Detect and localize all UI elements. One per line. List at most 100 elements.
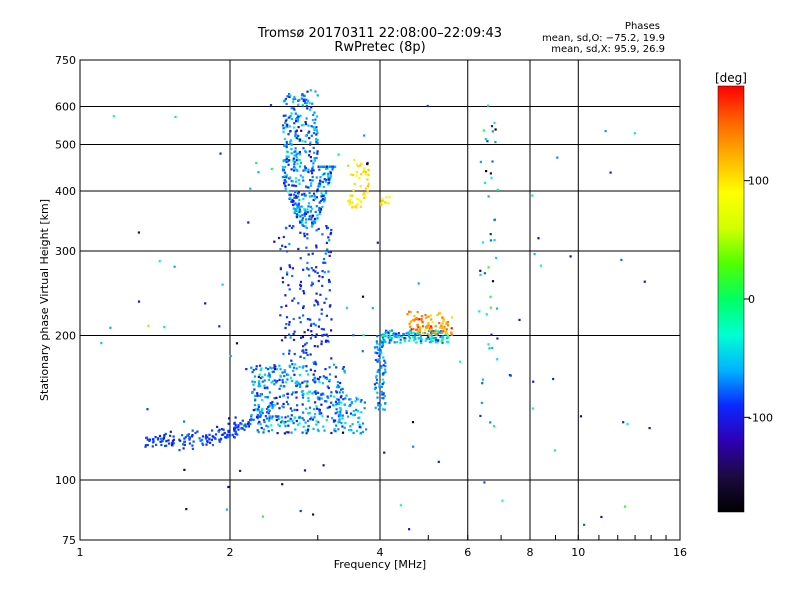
data-point [403,337,406,340]
data-point [225,508,228,511]
data-point [348,404,351,408]
data-point [313,391,316,394]
data-point [293,408,296,411]
data-point [293,297,296,300]
data-point [282,130,285,133]
data-point [358,198,361,201]
data-point [310,284,313,287]
data-point [328,180,331,183]
data-point [305,365,308,368]
data-point [303,232,306,235]
data-point [314,324,317,327]
data-point [324,197,327,200]
data-point [317,391,320,394]
data-point [302,179,305,182]
data-point [317,398,320,401]
data-point [299,321,302,324]
data-point [384,402,387,405]
data-point [314,299,317,302]
data-point [181,443,185,446]
data-point [399,338,402,341]
data-point [381,334,384,337]
data-point [167,439,170,442]
data-point [316,377,319,380]
data-point [321,334,324,337]
data-point [148,439,151,442]
data-point [329,165,332,168]
data-point [310,330,313,333]
data-point [377,402,380,405]
data-point [489,233,492,236]
data-point [318,201,321,204]
data-point [310,218,313,221]
data-point [379,353,382,356]
data-point [383,201,386,204]
data-point [326,415,329,418]
data-point [300,336,303,339]
data-point [266,396,269,399]
data-point [146,444,149,447]
data-point [220,437,223,440]
data-point [282,394,285,397]
data-point [311,118,314,122]
data-point [313,157,316,160]
data-point [307,397,310,400]
data-point [316,141,319,144]
data-point [286,151,289,154]
data-point [481,241,484,244]
data-point [450,316,454,319]
data-point [309,184,313,187]
data-point [326,406,329,409]
data-point [326,385,329,388]
data-point [255,367,258,371]
data-point [298,152,301,155]
data-point [556,156,559,159]
data-point [352,189,355,192]
data-point [304,140,307,143]
data-point [228,417,231,420]
data-point [328,405,331,408]
data-point [327,278,331,282]
data-point [445,322,448,325]
data-point [383,408,386,411]
data-point [306,90,309,93]
data-point [302,305,305,308]
data-point [324,172,327,175]
data-point [320,195,323,198]
data-point [429,314,432,317]
data-point [289,196,292,199]
data-point [356,198,359,201]
data-point [303,380,306,383]
data-point [231,433,234,436]
data-point [294,167,297,170]
data-point [300,205,303,208]
data-point [340,394,343,398]
data-point [244,423,247,426]
data-point [196,430,199,433]
data-point [301,93,304,96]
data-point [275,419,278,422]
data-point [319,210,322,214]
data-point [268,375,272,378]
data-point [302,314,305,317]
data-point [330,318,333,321]
data-point [553,449,556,452]
data-point [233,421,236,424]
data-point [288,365,292,369]
data-point [304,134,307,138]
data-point [274,365,277,368]
data-point [328,373,332,376]
data-point [172,442,175,445]
data-point [283,183,286,186]
data-point [308,102,311,105]
data-point [312,379,315,382]
data-point [307,131,310,134]
colorbar-tick-label: 100 [748,175,769,188]
data-point [316,94,319,97]
data-point [160,437,163,440]
data-point [323,165,326,168]
data-point [329,250,332,254]
data-point [327,236,330,239]
data-point [255,416,259,419]
data-point [282,352,285,355]
